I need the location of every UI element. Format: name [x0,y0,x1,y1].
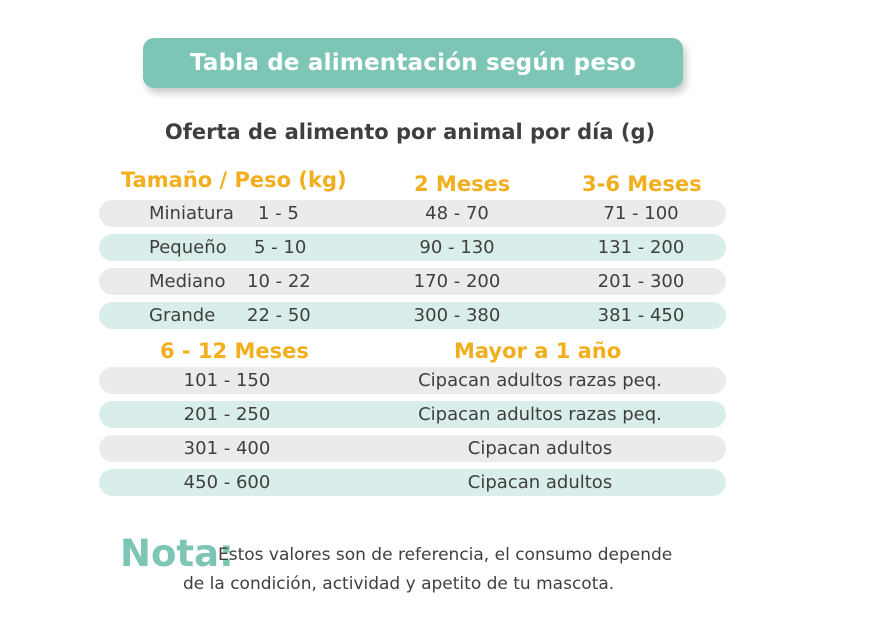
cell-size: Mediano [149,271,226,292]
header-6-12-meses: 6 - 12 Meses [160,339,309,363]
cell-size: Pequeño [149,237,227,258]
cell-mayor-1-ano: Cipacan adultos [467,472,613,493]
cell-6-12-meses: 201 - 250 [183,404,271,425]
table-row: 450 - 600 Cipacan adultos [99,469,726,496]
cell-mayor-1-ano: Cipacan adultos [467,438,613,459]
cell-6-12-meses: 101 - 150 [183,370,271,391]
title-banner: Tabla de alimentación según peso [143,38,683,88]
note-label: Nota: [120,532,234,575]
cell-2-meses: 48 - 70 [425,203,489,224]
note-line-2: de la condición, actividad y apetito de … [183,574,615,594]
cell-3-6-meses: 381 - 450 [597,305,685,326]
cell-6-12-meses: 450 - 600 [183,472,271,493]
cell-2-meses: 170 - 200 [413,271,501,292]
header-size-weight: Tamaño / Peso (kg) [121,168,347,192]
table-row: Mediano 10 - 22 170 - 200 201 - 300 [99,268,726,295]
table-row: Pequeño 5 - 10 90 - 130 131 - 200 [99,234,726,261]
cell-weight: 1 - 5 [258,203,299,224]
cell-mayor-1-ano: Cipacan adultos razas peq. [418,404,662,425]
table-row: 301 - 400 Cipacan adultos [99,435,726,462]
table-row: Grande 22 - 50 300 - 380 381 - 450 [99,302,726,329]
cell-2-meses: 300 - 380 [413,305,501,326]
cell-2-meses: 90 - 130 [419,237,495,258]
table-row: 201 - 250 Cipacan adultos razas peq. [99,401,726,428]
header-mayor-1-ano: Mayor a 1 año [454,339,622,363]
cell-3-6-meses: 201 - 300 [597,271,685,292]
header-3-6-meses: 3-6 Meses [582,172,702,196]
cell-weight: 22 - 50 [247,305,311,326]
cell-mayor-1-ano: Cipacan adultos razas peq. [418,370,662,391]
header-2-meses: 2 Meses [414,172,511,196]
table-row: Miniatura 1 - 5 48 - 70 71 - 100 [99,200,726,227]
cell-size: Miniatura [149,203,234,224]
subtitle: Oferta de alimento por animal por día (g… [164,120,656,144]
table-row: 101 - 150 Cipacan adultos razas peq. [99,367,726,394]
cell-weight: 10 - 22 [247,271,311,292]
cell-weight: 5 - 10 [254,237,307,258]
note-line-1: Estos valores son de referencia, el cons… [218,545,673,565]
cell-size: Grande [149,305,216,326]
banner-title: Tabla de alimentación según peso [189,50,637,76]
cell-3-6-meses: 71 - 100 [603,203,679,224]
cell-3-6-meses: 131 - 200 [597,237,685,258]
cell-6-12-meses: 301 - 400 [183,438,271,459]
